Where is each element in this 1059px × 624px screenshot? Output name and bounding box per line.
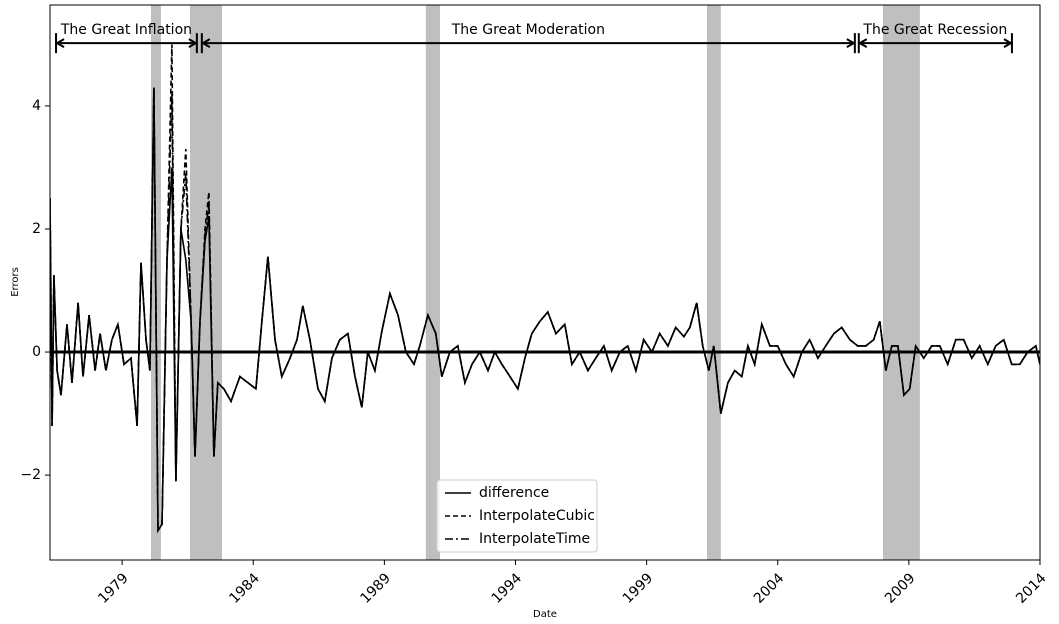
legend-label: difference (479, 485, 549, 501)
x-tick-label: 2004 (751, 570, 788, 607)
x-tick-label: 1999 (620, 570, 657, 607)
arrow-head (188, 38, 198, 49)
recession-band (706, 5, 721, 560)
y-axis-label: Errors (10, 267, 21, 297)
recession-band (882, 5, 920, 560)
y-tick-label: 0 (32, 344, 41, 360)
annotation-label: The Great Inflation (60, 22, 192, 38)
arrow-head (857, 38, 868, 49)
legend-label: InterpolateTime (479, 531, 590, 547)
arrow-head (1003, 38, 1013, 49)
x-tick-label: 1979 (95, 570, 132, 607)
y-tick-label: 2 (32, 221, 41, 237)
recession-band (190, 5, 223, 560)
arrow-head (200, 38, 211, 49)
x-tick-label: 2014 (1013, 570, 1050, 607)
x-axis-label: Date (533, 609, 557, 620)
arrow-head (55, 38, 65, 49)
x-tick-label: 2009 (882, 570, 919, 607)
legend-label: InterpolateCubic (479, 508, 595, 524)
x-tick-label: 1989 (358, 570, 395, 607)
legend-box (436, 479, 598, 553)
y-tick-label: 4 (32, 98, 41, 114)
plot-frame (49, 4, 1041, 561)
x-tick-label: 1994 (489, 570, 526, 607)
arrow-head (846, 38, 856, 49)
annotation-label: The Great Recession (862, 22, 1007, 38)
annotation-label: The Great Moderation (451, 22, 605, 38)
x-tick-label: 1984 (226, 570, 263, 607)
recession-band (425, 5, 440, 560)
y-tick-label: −2 (20, 467, 41, 483)
